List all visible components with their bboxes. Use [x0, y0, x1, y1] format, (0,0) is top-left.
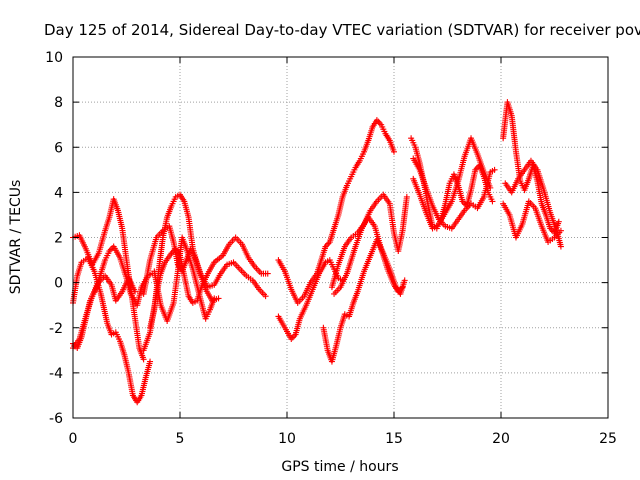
data-point — [403, 193, 410, 200]
data-point — [401, 277, 408, 284]
data-point — [555, 218, 562, 225]
y-tick-label: 6 — [54, 140, 63, 156]
data-point — [132, 288, 139, 295]
y-tick-label: 4 — [54, 185, 63, 201]
series-track-4 — [70, 272, 139, 352]
data-points — [70, 99, 564, 406]
grid — [73, 57, 608, 418]
y-tick-label: -6 — [49, 411, 63, 427]
axis-ticks: 0 5 10 15 20 25 -6 -4 -2 0 2 4 6 8 10 — [45, 50, 617, 447]
series-track-3 — [70, 254, 154, 406]
x-axis-label: GPS time / hours — [281, 459, 398, 475]
y-tick-label: 2 — [54, 231, 63, 247]
x-tick-label: 0 — [69, 431, 78, 447]
x-tick-label: 10 — [278, 431, 296, 447]
data-point — [211, 295, 218, 302]
series-track-18 — [500, 198, 564, 246]
data-point — [391, 148, 397, 155]
series-track-16 — [410, 155, 498, 232]
chart-title: Day 125 of 2014, Sidereal Day-to-day VTE… — [44, 21, 640, 39]
x-tick-label: 15 — [385, 431, 403, 447]
x-tick-label: 20 — [492, 431, 510, 447]
series-track-13 — [331, 214, 406, 297]
data-point — [487, 184, 494, 191]
series-track-11 — [320, 236, 408, 365]
series-track-12 — [328, 191, 410, 291]
data-point — [557, 243, 564, 250]
y-tick-label: 8 — [54, 95, 63, 111]
x-tick-label: 5 — [176, 431, 185, 447]
y-tick-label: 0 — [54, 276, 63, 292]
series-track-14 — [408, 135, 496, 232]
data-point — [491, 166, 498, 173]
series-track-8 — [151, 234, 218, 324]
series-track-19 — [502, 157, 564, 250]
x-tick-label: 25 — [599, 431, 617, 447]
y-axis-label: SDTVAR / TECUs — [8, 180, 24, 295]
data-point — [140, 356, 147, 363]
y-tick-label: -2 — [49, 321, 63, 337]
data-point — [264, 270, 271, 277]
y-tick-label: -4 — [49, 366, 63, 382]
series-track-10 — [275, 257, 346, 343]
data-point — [399, 284, 406, 291]
series-track-5 — [140, 234, 271, 354]
data-point — [262, 293, 269, 300]
y-tick-label: 10 — [45, 50, 63, 66]
series-track-15 — [410, 135, 494, 232]
data-point — [489, 198, 496, 205]
series-track-9 — [275, 117, 397, 306]
data-point — [147, 358, 154, 365]
